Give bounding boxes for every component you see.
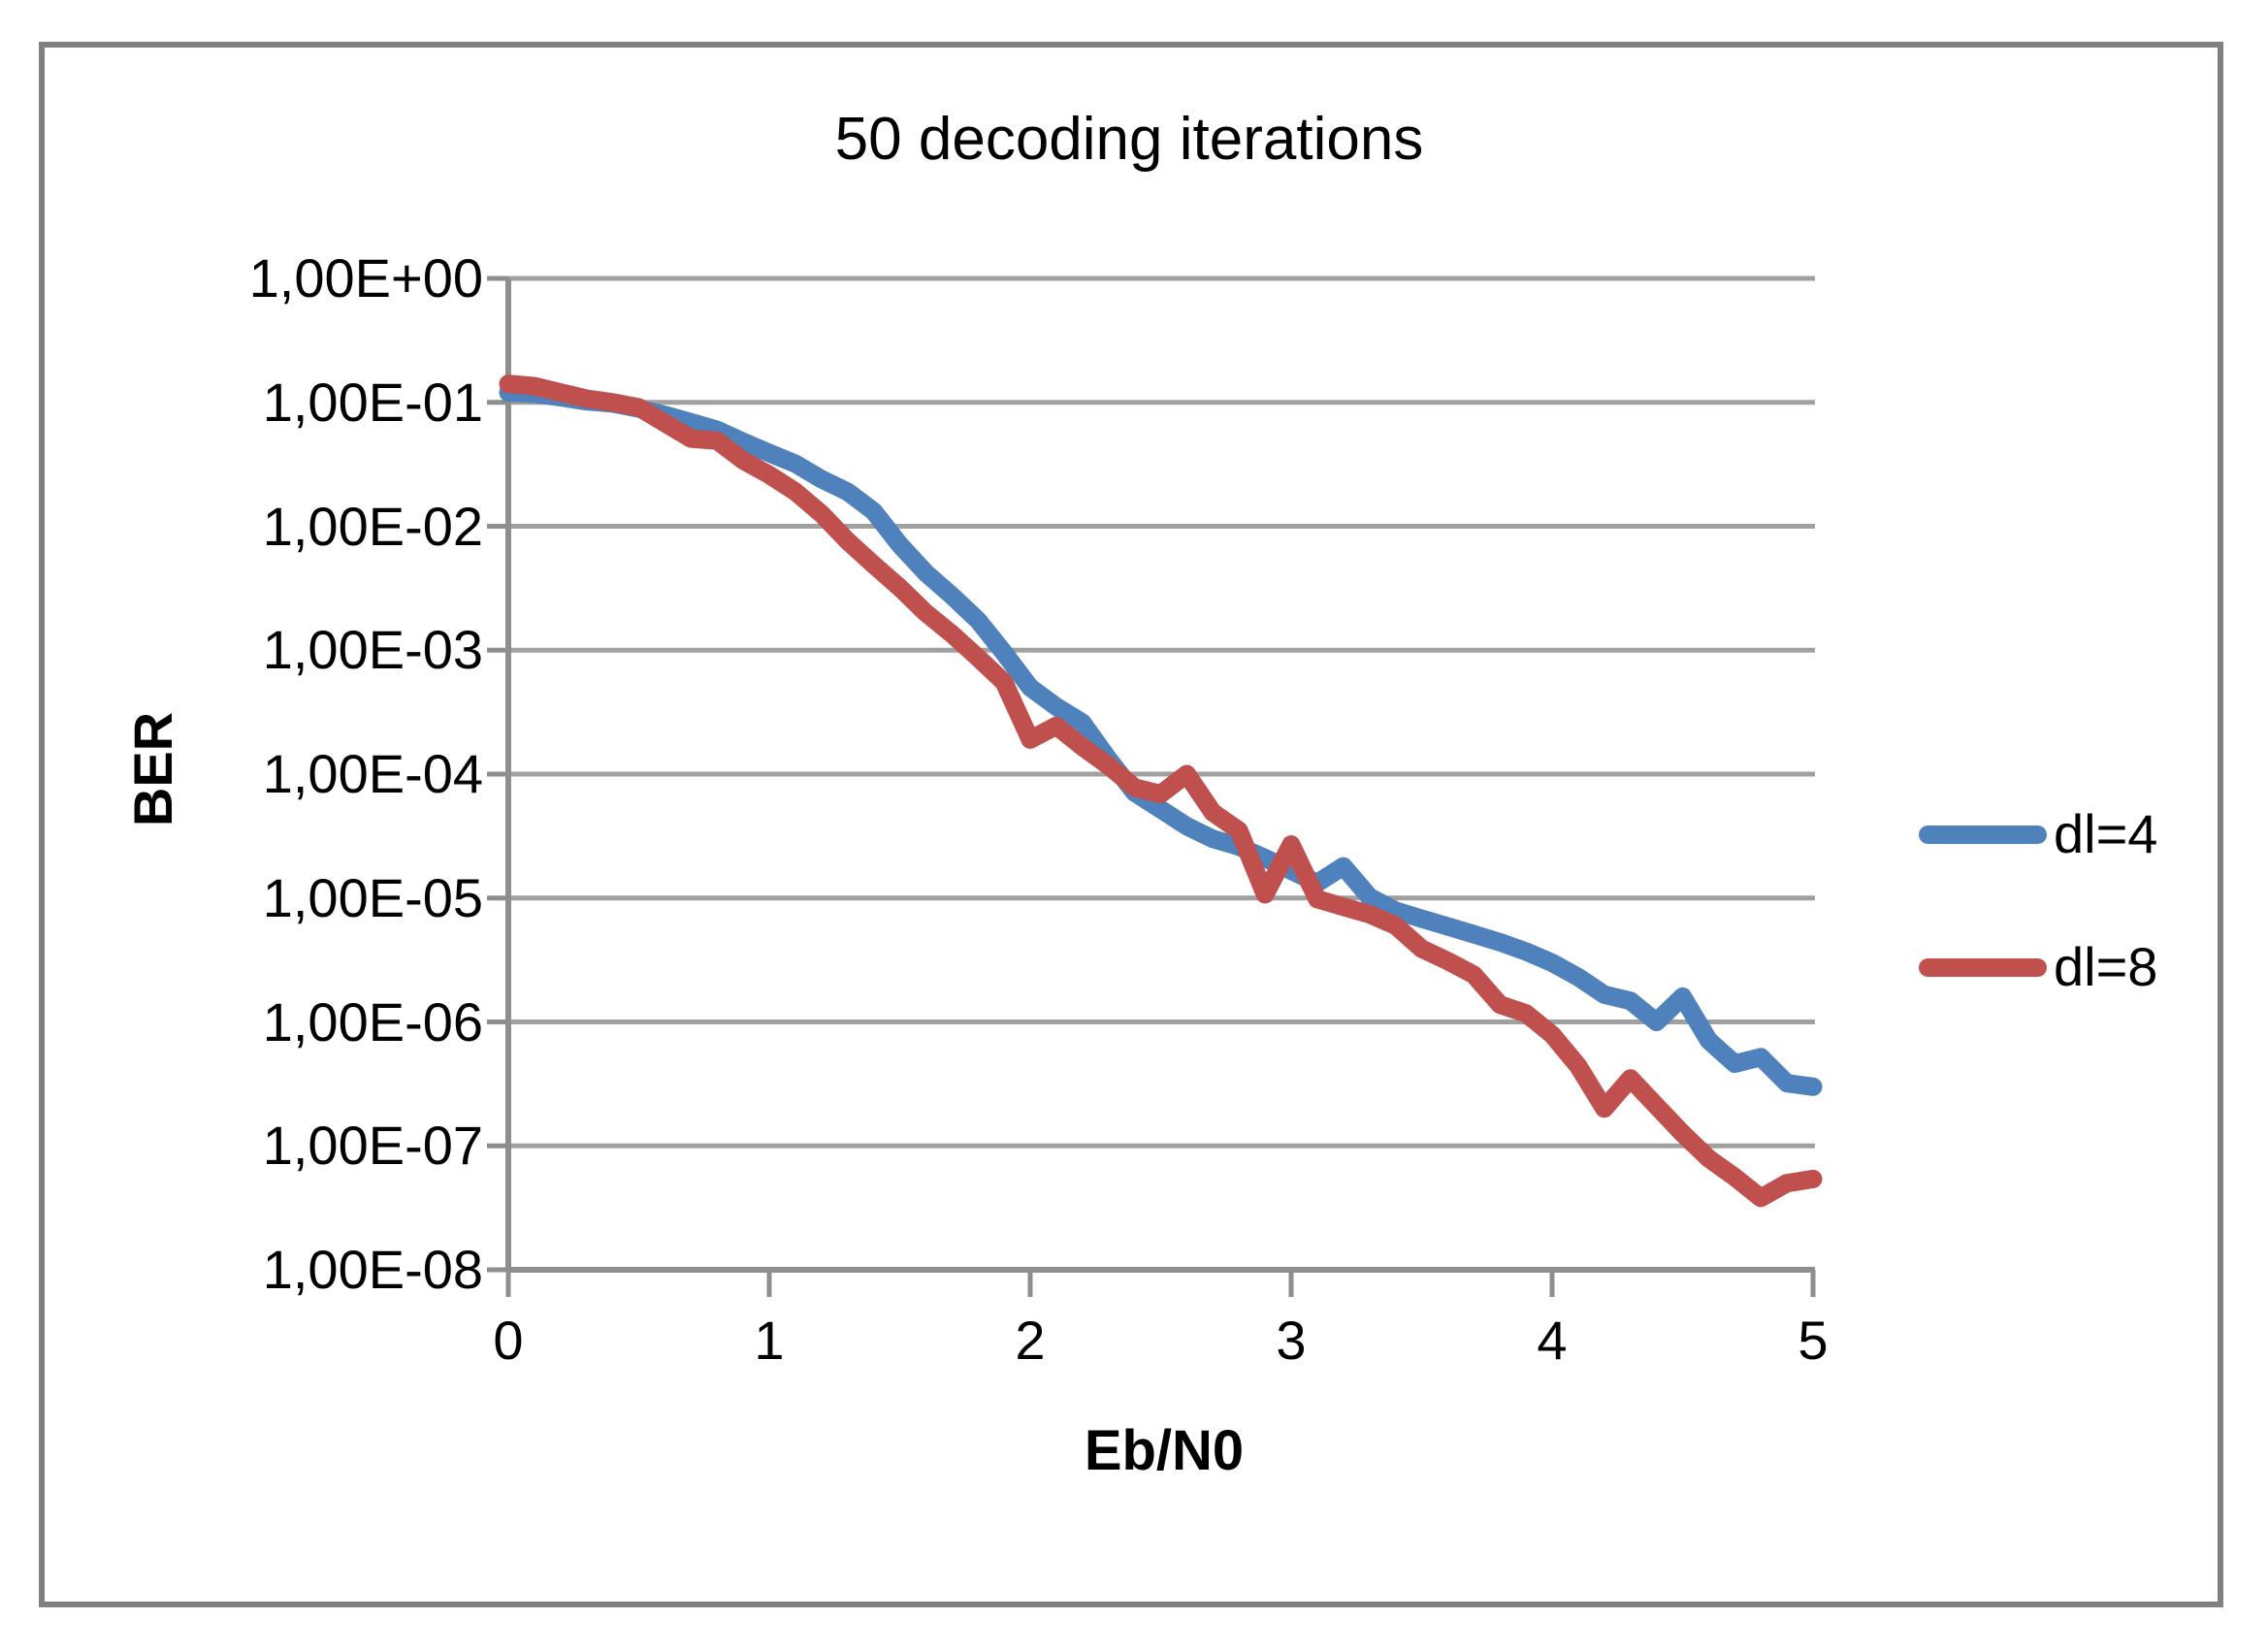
axes xyxy=(487,275,1816,1297)
y-tick-label: 1,00E-01 xyxy=(262,371,483,433)
legend-label-dl4: dl=4 xyxy=(2054,803,2158,864)
y-tick-label: 1,00E-07 xyxy=(262,1115,483,1177)
y-tick-label: 1,00E-08 xyxy=(262,1239,483,1300)
legend-line-sample-dl4 xyxy=(1919,825,2047,844)
x-tick-label: 3 xyxy=(1276,1310,1307,1371)
y-tick-label: 1,00E-02 xyxy=(262,495,483,557)
y-tick-label: 1,00E-05 xyxy=(262,866,483,928)
x-tick-label: 4 xyxy=(1537,1310,1568,1371)
x-tick-label: 5 xyxy=(1798,1310,1829,1371)
x-tick-label: 1 xyxy=(754,1310,785,1371)
series-lines xyxy=(499,374,1823,1208)
chart-title: 50 decoding iterations xyxy=(834,106,1424,173)
y-tick-label: 1,00E-06 xyxy=(262,990,483,1052)
series-line-dl4 xyxy=(499,383,1823,1096)
legend-label-dl8: dl=8 xyxy=(2054,936,2158,997)
x-tick-label: 2 xyxy=(1015,1310,1046,1371)
y-axis-title: BER xyxy=(122,711,183,827)
x-tick-label: 0 xyxy=(493,1310,524,1371)
legend-line-sample-dl8 xyxy=(1919,957,2047,977)
series-line-dl8 xyxy=(499,374,1823,1208)
y-tick-label: 1,00E-04 xyxy=(262,743,483,804)
chart-border xyxy=(39,42,2223,1607)
legend-item-dl4: dl=4 xyxy=(1919,805,2157,863)
y-tick-label: 1,00E+00 xyxy=(248,247,483,308)
x-axis-title: Eb/N0 xyxy=(1084,1419,1245,1482)
legend-item-dl8: dl=8 xyxy=(1919,938,2157,996)
y-tick-label: 1,00E-03 xyxy=(262,619,483,681)
